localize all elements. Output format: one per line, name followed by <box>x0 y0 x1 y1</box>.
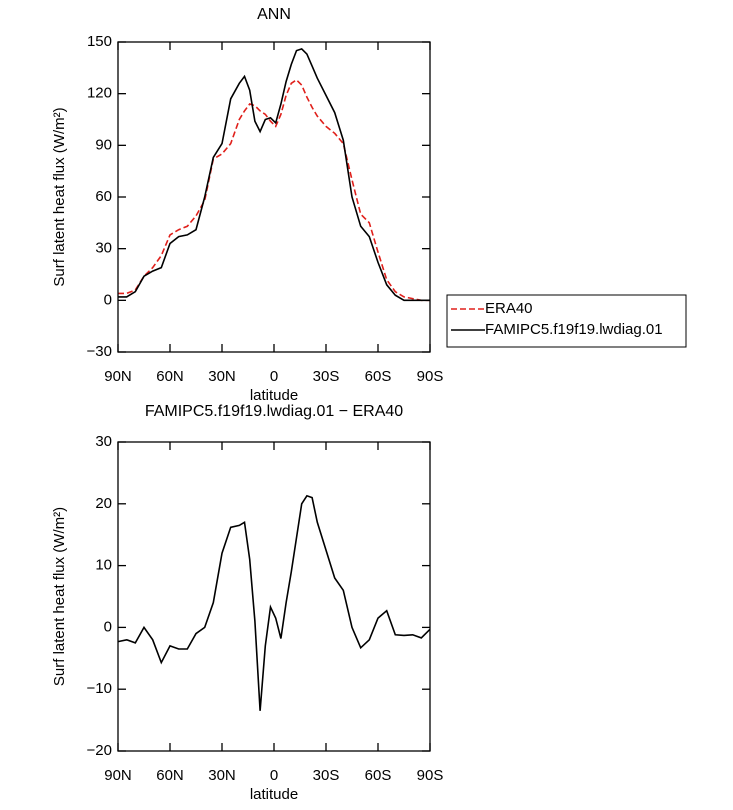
x-tick-label: 0 <box>270 767 278 784</box>
y-tick-label: −30 <box>87 343 112 360</box>
x-tick-label: 30S <box>313 368 340 385</box>
y-axis-label: Surf latent heat flux (W/m²) <box>51 107 68 286</box>
x-tick-label: 90N <box>104 767 132 784</box>
y-tick-label: 0 <box>104 618 112 635</box>
x-tick-label: 90S <box>417 767 444 784</box>
x-tick-label: 60S <box>365 368 392 385</box>
y-tick-label: 30 <box>95 433 112 450</box>
x-tick-label: 60S <box>365 767 392 784</box>
y-tick-label: 20 <box>95 495 112 512</box>
legend-box <box>446 294 687 348</box>
y-tick-label: 30 <box>95 240 112 257</box>
y-tick-label: 150 <box>87 33 112 50</box>
y-tick-label: 120 <box>87 85 112 102</box>
plot-frame <box>117 41 431 353</box>
data-line <box>118 78 430 302</box>
y-tick-label: 60 <box>95 188 112 205</box>
chart-title: ANN <box>257 6 291 23</box>
y-tick-label: 10 <box>95 557 112 574</box>
y-tick-label: −10 <box>87 680 112 697</box>
y-axis-label: Surf latent heat flux (W/m²) <box>51 507 68 686</box>
x-tick-label: 90S <box>417 368 444 385</box>
plot-frame <box>117 441 431 752</box>
x-tick-label: 60N <box>156 368 184 385</box>
y-tick-label: 0 <box>104 291 112 308</box>
legend-label: FAMIPC5.f19f19.lwdiag.01 <box>485 321 663 338</box>
x-tick-label: 30N <box>208 368 236 385</box>
x-tick-label: 60N <box>156 767 184 784</box>
x-tick-label: 30S <box>313 767 340 784</box>
plot: ANN 90N 60N 30N 0 30S 60S 90S −30 0 30 60 90 120 150 la… <box>51 6 687 404</box>
x-axis-label: latitude <box>250 387 298 404</box>
x-tick-label: 90N <box>104 368 132 385</box>
y-tick-label: −20 <box>87 742 112 759</box>
chart-title: FAMIPC5.f19f19.lwdiag.01 − ERA40 <box>145 403 403 420</box>
y-tick-label: 90 <box>95 136 112 153</box>
legend-label: ERA40 <box>485 300 533 317</box>
x-axis-label: latitude <box>250 786 298 803</box>
plot: FAMIPC5.f19f19.lwdiag.01 − ERA40 90N 60N 30… <box>51 403 443 803</box>
x-tick-label: 0 <box>270 368 278 385</box>
data-line <box>118 47 430 302</box>
x-tick-label: 30N <box>208 767 236 784</box>
data-line <box>117 494 431 711</box>
